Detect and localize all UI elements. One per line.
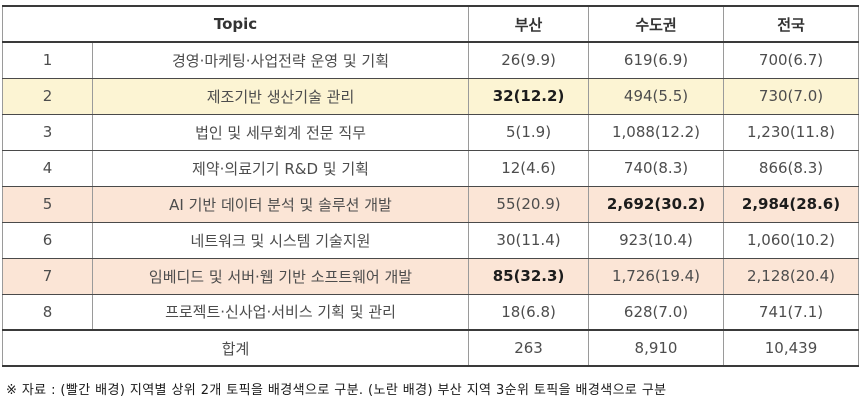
topic-cell: 프로젝트·신사업·서비스 기획 및 관리	[91, 293, 470, 331]
total-row: 합계 263 8,910 10,439	[1, 329, 860, 367]
busan-value: 30(11.4)	[468, 221, 590, 259]
metro-value: 2,692(30.2)	[588, 185, 725, 223]
busan-value: 26(9.9)	[468, 41, 590, 79]
metro-value: 1,726(19.4)	[588, 257, 725, 295]
metro-value: 619(6.9)	[588, 41, 725, 79]
metro-value: 923(10.4)	[588, 221, 725, 259]
row-number: 7	[2, 257, 93, 295]
topic-table: Topic 부산 수도권 전국 1 경영·마케팅·사업전략 운영 및 기획 26…	[1, 5, 860, 367]
row-number: 3	[2, 113, 93, 151]
national-value: 2,984(28.6)	[723, 185, 860, 223]
metro-value: 628(7.0)	[588, 293, 725, 331]
metro-value: 740(8.3)	[588, 149, 725, 187]
busan-value: 5(1.9)	[468, 113, 590, 151]
row-number: 6	[2, 221, 93, 259]
topic-cell: 임베디드 및 서버·웹 기반 소프트웨어 개발	[91, 257, 470, 295]
col-header-busan: 부산	[468, 5, 590, 43]
table-row: 4 제약·의료기기 R&D 및 기획 12(4.6) 740(8.3) 866(…	[2, 149, 860, 187]
topic-cell: 법인 및 세무회계 전문 직무	[91, 113, 470, 151]
busan-value: 32(12.2)	[468, 77, 590, 115]
busan-value: 12(4.6)	[468, 149, 590, 187]
row-number: 4	[2, 149, 93, 187]
topic-cell: 네트워크 및 시스템 기술지원	[91, 221, 470, 259]
table-row: 8 프로젝트·신사업·서비스 기획 및 관리 18(6.8) 628(7.0) …	[2, 293, 860, 331]
total-label: 합계	[1, 329, 470, 367]
metro-value: 1,088(12.2)	[588, 113, 725, 151]
topic-cell: 제조기반 생산기술 관리	[91, 77, 470, 115]
national-value: 700(6.7)	[723, 41, 860, 79]
busan-value: 85(32.3)	[468, 257, 590, 295]
topic-cell: 경영·마케팅·사업전략 운영 및 기획	[91, 41, 470, 79]
row-number: 1	[2, 41, 93, 79]
col-header-metro: 수도권	[588, 5, 725, 43]
topic-cell: AI 기반 데이터 분석 및 솔루션 개발	[91, 185, 470, 223]
busan-value: 18(6.8)	[468, 293, 590, 331]
col-header-national: 전국	[723, 5, 860, 43]
col-header-topic: Topic	[1, 5, 470, 43]
metro-value: 494(5.5)	[588, 77, 725, 115]
header-row: Topic 부산 수도권 전국	[1, 5, 860, 43]
national-value: 730(7.0)	[723, 77, 860, 115]
table-row: 1 경영·마케팅·사업전략 운영 및 기획 26(9.9) 619(6.9) 7…	[2, 41, 860, 79]
row-number: 8	[2, 293, 93, 331]
row-number: 2	[2, 77, 93, 115]
national-value: 1,060(10.2)	[723, 221, 860, 259]
busan-value: 55(20.9)	[468, 185, 590, 223]
topic-cell: 제약·의료기기 R&D 및 기획	[91, 149, 470, 187]
national-value: 1,230(11.8)	[723, 113, 860, 151]
total-busan-value: 263	[468, 329, 590, 367]
table-row: 7 임베디드 및 서버·웹 기반 소프트웨어 개발 85(32.3) 1,726…	[2, 257, 860, 295]
row-number: 5	[2, 185, 93, 223]
national-value: 741(7.1)	[723, 293, 860, 331]
table-row: 3 법인 및 세무회계 전문 직무 5(1.9) 1,088(12.2) 1,2…	[2, 113, 860, 151]
table-row: 5 AI 기반 데이터 분석 및 솔루션 개발 55(20.9) 2,692(3…	[2, 185, 860, 223]
total-national-value: 10,439	[723, 329, 860, 367]
table-row: 2 제조기반 생산기술 관리 32(12.2) 494(5.5) 730(7.0…	[2, 77, 860, 115]
national-value: 866(8.3)	[723, 149, 860, 187]
footnote: ※ 자료 : (빨간 배경) 지역별 상위 2개 토픽을 배경색으로 구분. (…	[6, 383, 667, 398]
national-value: 2,128(20.4)	[723, 257, 860, 295]
table-row: 6 네트워크 및 시스템 기술지원 30(11.4) 923(10.4) 1,0…	[2, 221, 860, 259]
total-metro-value: 8,910	[588, 329, 725, 367]
